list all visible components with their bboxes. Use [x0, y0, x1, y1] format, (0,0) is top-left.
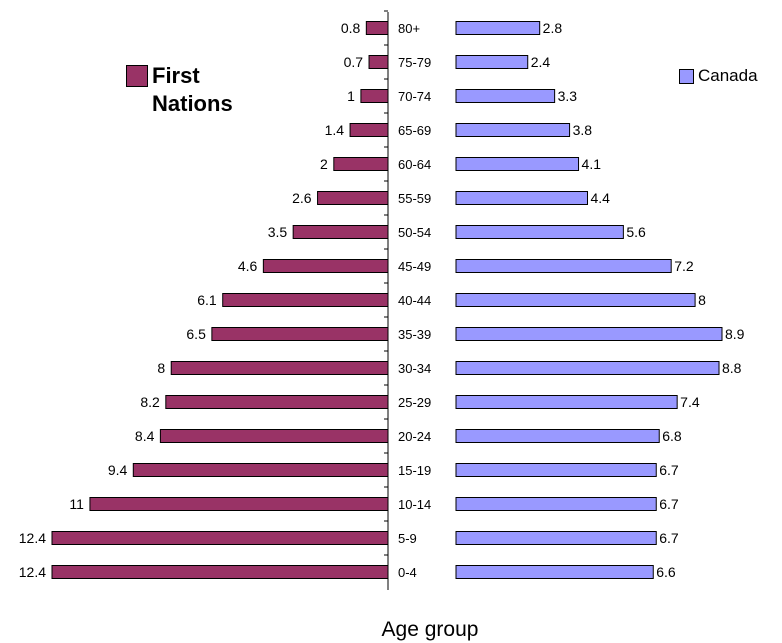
value-label-canada-80-plus: 2.8	[543, 20, 563, 36]
value-label-canada-10-14: 6.7	[659, 496, 679, 512]
value-label-first-nations-70-74: 1	[347, 88, 355, 104]
bar-canada-80-plus	[455, 21, 541, 35]
value-label-canada-55-59: 4.4	[591, 190, 611, 206]
bar-canada-70-74	[455, 89, 556, 103]
value-label-canada-25-29: 7.4	[680, 394, 700, 410]
bar-first-nations-5-9	[51, 531, 389, 545]
bar-canada-10-14	[455, 497, 657, 511]
bar-canada-0-4	[455, 565, 654, 579]
value-label-canada-50-54: 5.6	[626, 224, 646, 240]
value-label-canada-65-69: 3.8	[573, 122, 593, 138]
category-label-10-14: 10-14	[398, 497, 431, 512]
bar-first-nations-60-64	[333, 157, 389, 171]
bar-canada-5-9	[455, 531, 657, 545]
bar-canada-15-19	[455, 463, 657, 477]
bar-first-nations-0-4	[51, 565, 389, 579]
category-label-55-59: 55-59	[398, 191, 431, 206]
bar-first-nations-55-59	[317, 191, 389, 205]
category-label-0-4: 0-4	[398, 565, 417, 580]
value-label-canada-15-19: 6.7	[659, 462, 679, 478]
value-label-first-nations-75-79: 0.7	[344, 54, 364, 70]
bar-first-nations-45-49	[262, 259, 389, 273]
category-label-80-plus: 80+	[398, 21, 420, 36]
category-label-45-49: 45-49	[398, 259, 431, 274]
category-label-50-54: 50-54	[398, 225, 431, 240]
value-label-first-nations-35-39: 6.5	[186, 326, 206, 342]
bar-first-nations-50-54	[292, 225, 389, 239]
value-label-canada-0-4: 6.6	[656, 564, 676, 580]
bar-first-nations-15-19	[132, 463, 389, 477]
value-label-first-nations-30-34: 8	[157, 360, 165, 376]
value-label-first-nations-65-69: 1.4	[325, 122, 345, 138]
bar-canada-60-64	[455, 157, 580, 171]
bar-first-nations-10-14	[89, 497, 389, 511]
bar-first-nations-70-74	[360, 89, 389, 103]
value-label-first-nations-40-44: 6.1	[197, 292, 217, 308]
value-label-canada-70-74: 3.3	[558, 88, 578, 104]
bar-canada-50-54	[455, 225, 624, 239]
category-label-75-79: 75-79	[398, 55, 431, 70]
legend-swatch-first-nations	[126, 65, 148, 87]
category-label-25-29: 25-29	[398, 395, 431, 410]
legend-canada: Canada	[679, 66, 758, 86]
value-label-canada-40-44: 8	[698, 292, 706, 308]
x-axis-title: Age group	[381, 618, 479, 641]
category-label-40-44: 40-44	[398, 293, 431, 308]
category-label-60-64: 60-64	[398, 157, 431, 172]
legend-swatch-canada	[679, 69, 694, 84]
value-label-canada-45-49: 7.2	[674, 258, 694, 274]
bar-first-nations-25-29	[165, 395, 389, 409]
value-label-canada-75-79: 2.4	[531, 54, 551, 70]
value-label-first-nations-50-54: 3.5	[268, 224, 288, 240]
value-label-first-nations-5-9: 12.4	[19, 530, 46, 546]
value-label-canada-20-24: 6.8	[662, 428, 682, 444]
bar-first-nations-20-24	[159, 429, 389, 443]
category-label-35-39: 35-39	[398, 327, 431, 342]
bar-first-nations-80-plus	[365, 21, 389, 35]
value-label-first-nations-80-plus: 0.8	[341, 20, 361, 36]
bar-canada-65-69	[455, 123, 571, 137]
bar-canada-35-39	[455, 327, 723, 341]
value-label-first-nations-20-24: 8.4	[135, 428, 155, 444]
bar-canada-40-44	[455, 293, 696, 307]
value-label-canada-35-39: 8.9	[725, 326, 745, 342]
bar-canada-30-34	[455, 361, 720, 375]
bar-canada-20-24	[455, 429, 660, 443]
value-label-canada-60-64: 4.1	[582, 156, 602, 172]
value-label-first-nations-10-14: 11	[69, 496, 84, 512]
category-label-5-9: 5-9	[398, 531, 417, 546]
bar-first-nations-75-79	[368, 55, 389, 69]
legend-label-canada: Canada	[698, 66, 758, 85]
value-label-first-nations-0-4: 12.4	[19, 564, 46, 580]
value-label-first-nations-60-64: 2	[320, 156, 328, 172]
category-label-65-69: 65-69	[398, 123, 431, 138]
value-label-first-nations-25-29: 8.2	[140, 394, 160, 410]
category-label-15-19: 15-19	[398, 463, 431, 478]
bar-canada-75-79	[455, 55, 529, 69]
value-label-canada-30-34: 8.8	[722, 360, 742, 376]
bar-canada-25-29	[455, 395, 678, 409]
value-label-first-nations-55-59: 2.6	[292, 190, 312, 206]
bar-canada-45-49	[455, 259, 672, 273]
value-label-canada-5-9: 6.7	[659, 530, 679, 546]
category-label-70-74: 70-74	[398, 89, 431, 104]
bar-first-nations-30-34	[170, 361, 389, 375]
category-label-20-24: 20-24	[398, 429, 431, 444]
legend-first-nations: First Nations	[126, 62, 233, 118]
bar-first-nations-40-44	[222, 293, 389, 307]
bar-canada-55-59	[455, 191, 589, 205]
value-label-first-nations-45-49: 4.6	[238, 258, 258, 274]
category-label-30-34: 30-34	[398, 361, 431, 376]
legend-label-first-nations: First Nations	[152, 63, 233, 116]
bar-first-nations-65-69	[349, 123, 389, 137]
value-label-first-nations-15-19: 9.4	[108, 462, 128, 478]
bar-first-nations-35-39	[211, 327, 389, 341]
